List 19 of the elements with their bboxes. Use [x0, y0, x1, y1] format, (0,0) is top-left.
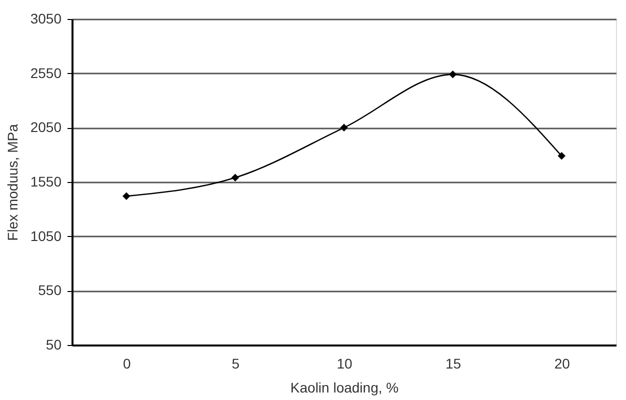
- x-tick-label: 15: [446, 356, 462, 372]
- y-tick-label: 1550: [30, 174, 62, 190]
- x-tick-label: 0: [123, 356, 131, 372]
- point: [122, 192, 130, 200]
- x-axis-title: Kaolin loading, %: [290, 380, 399, 396]
- x-tick-label: 5: [232, 356, 240, 372]
- y-tick-label: 3050: [30, 10, 62, 26]
- point: [340, 124, 348, 132]
- y-tick-label: 2050: [30, 119, 62, 136]
- y-axis-title: Flex moduus, MPa: [4, 124, 20, 241]
- y-tick-label: 550: [38, 282, 62, 298]
- point: [448, 70, 457, 78]
- point: [558, 152, 566, 160]
- x-tick-label: 10: [336, 356, 352, 372]
- y-tick-label: 2550: [30, 64, 62, 81]
- y-tick-label: 50: [46, 336, 62, 352]
- x-tick-label: 20: [554, 356, 570, 372]
- y-tick-label: 1050: [30, 228, 62, 244]
- point: [231, 174, 240, 182]
